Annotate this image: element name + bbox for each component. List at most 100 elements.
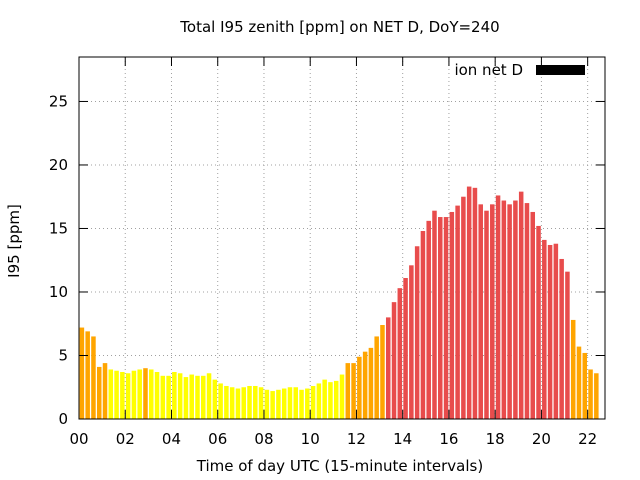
bar [79,327,85,419]
bar [490,204,495,419]
y-tick-label: 15 [49,219,68,237]
bar [461,196,466,419]
bar [333,380,339,419]
x-tick-label: 04 [162,430,181,448]
x-tick-label: 00 [69,430,88,448]
bar [518,191,524,419]
bar [310,385,316,419]
bar [137,369,142,419]
bar [374,336,379,419]
bar [582,352,588,419]
bar [385,317,391,419]
bar [229,387,235,419]
x-tick-label: 02 [116,430,135,448]
bar [206,373,212,419]
bar [195,375,200,419]
bar [455,205,460,419]
x-tick-labels: 00 02 04 06 08 10 12 14 16 18 20 22 [69,430,597,448]
bar [391,302,397,419]
bar [91,336,96,419]
bar [507,204,512,419]
bar [235,388,241,419]
ticks [78,57,605,420]
bar [177,373,183,419]
bar [524,203,530,419]
bar [322,379,327,419]
bar [253,385,258,419]
bar [432,210,437,419]
bar [102,363,108,419]
bar [345,363,351,419]
bar [287,387,293,419]
bar [542,239,547,419]
bar [299,389,304,419]
bar [108,369,114,419]
x-tick-label: 08 [254,430,273,448]
bar [172,372,177,419]
bar [149,369,154,419]
y-tick-label: 0 [58,410,68,428]
bar [201,375,206,419]
bar [414,246,420,419]
x-tick-label: 22 [578,430,597,448]
bar [189,374,194,419]
bar [495,195,501,419]
bar [438,217,443,419]
x-tick-label: 20 [532,430,551,448]
bar [397,288,403,419]
bar [536,225,541,419]
bar [241,387,246,419]
bar [420,231,426,419]
grid-lines [79,57,605,419]
bar [530,211,535,419]
legend-label: ion net D [454,61,523,79]
bar [403,278,408,419]
bar [426,220,431,419]
bar [570,319,576,419]
y-tick-label: 25 [49,92,68,110]
bar [553,243,559,419]
bar [362,351,368,419]
x-tick-label: 18 [486,430,505,448]
bar [160,375,166,419]
bar [466,186,472,419]
x-tick-label: 14 [393,430,412,448]
plot-frame [78,56,606,420]
bar [449,211,455,419]
bar [293,387,299,419]
legend-swatch [536,65,585,75]
x-tick-label: 12 [347,430,366,448]
legend: ion net D [454,61,585,79]
bar [258,387,264,419]
bar [380,325,385,419]
bar [305,388,310,419]
bar [484,210,489,419]
x-tick-label: 10 [301,430,320,448]
bar [565,271,570,419]
bar [154,372,160,419]
bar [328,382,333,419]
bar [183,377,189,419]
y-tick-label: 10 [49,283,68,301]
x-tick-label: 16 [439,430,458,448]
bar [281,388,287,419]
y-axis-label: I95 [ppm] [5,204,23,278]
bar [247,385,252,419]
bar [270,391,275,419]
bar [409,265,414,419]
bar [501,200,507,419]
bar [339,374,345,419]
x-tick-label: 06 [208,430,227,448]
bar [368,347,374,419]
bar [85,331,90,419]
bar [316,383,322,419]
bar [576,346,582,419]
bar [114,370,119,419]
bar [547,244,553,419]
bar [212,379,218,419]
bar [96,366,102,419]
bar [120,372,125,419]
bar [472,187,478,419]
bars [79,186,599,419]
